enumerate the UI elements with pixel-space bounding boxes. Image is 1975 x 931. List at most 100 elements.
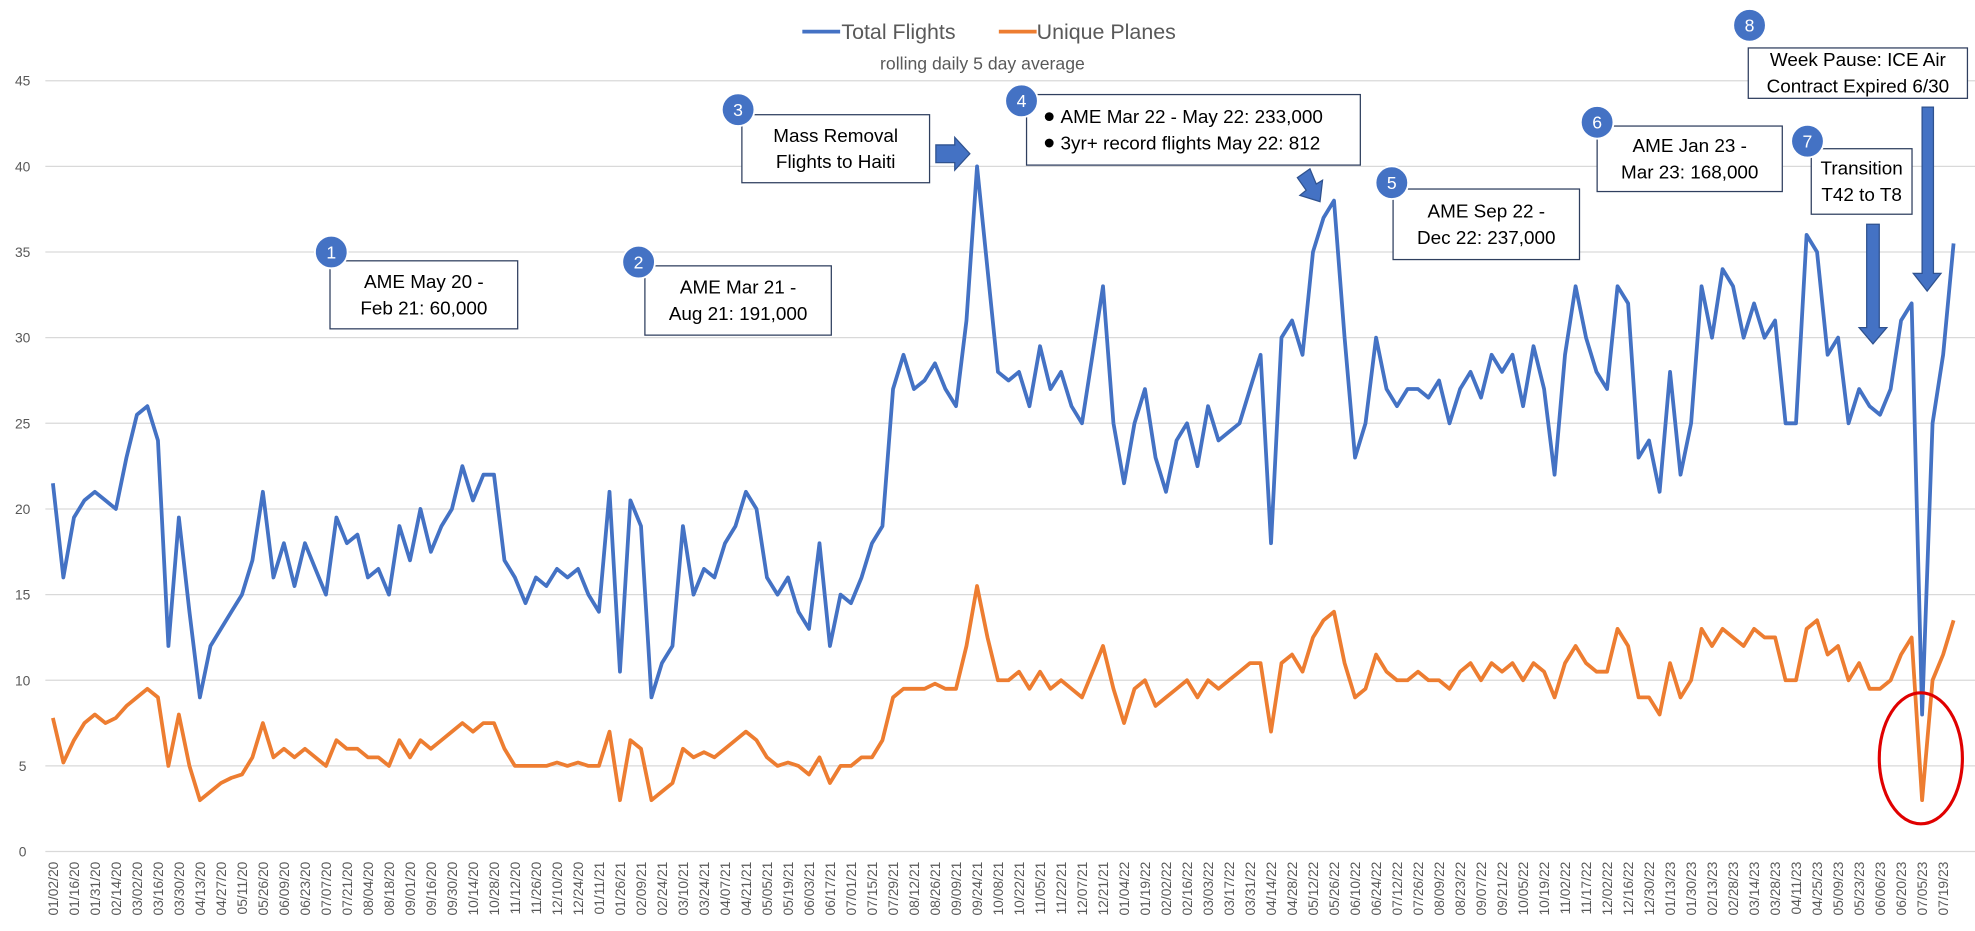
annotation-badge [720,92,756,127]
y-tick-label: 20 [15,501,31,517]
x-tick-label: 01/19/22 [1137,862,1153,916]
y-tick-label: 30 [15,330,31,346]
x-tick-label: 02/13/23 [1704,861,1720,915]
annotation-text: AME Mar 21 - [680,278,796,299]
annotation-box [1025,93,1361,166]
x-tick-label: 02/02/22 [1158,862,1174,916]
annotation-badge [1790,123,1825,159]
x-tick-label: 12/10/20 [549,861,565,915]
series-line [51,584,1956,803]
x-tick-label: 01/16/20 [66,861,82,915]
x-tick-label: 06/06/23 [1872,861,1888,915]
x-tick-label: 10/28/20 [486,861,502,915]
annotation-badge [313,234,349,270]
x-tick-label: 03/17/22 [1221,862,1237,916]
annotation-badge [1732,7,1767,43]
x-tick-label: 07/21/20 [339,861,355,915]
arrow [1296,167,1324,203]
x-tick-label: 12/24/20 [570,861,586,915]
x-tick-label: 05/09/23 [1830,861,1846,915]
x-tick-label: 09/09/21 [948,861,964,915]
annotation-text: Dec 22: 237,000 [1417,228,1556,249]
annotation-text: Mass Removal [773,126,898,147]
x-tick-label: 12/16/22 [1620,862,1636,916]
x-tick-label: 02/09/21 [633,861,649,915]
annotation-text: Flights to Haiti [776,152,896,173]
x-tick-label: 12/02/22 [1599,862,1615,916]
x-tick-label: 06/03/21 [801,861,817,915]
x-tick-label: 06/20/23 [1893,861,1909,915]
x-tick-label: 11/12/20 [507,861,523,914]
highlight-circle [1877,691,1964,826]
x-tick-label: 01/26/21 [612,861,628,915]
x-tick-label: 06/09/20 [276,861,292,915]
annotation-text: AME May 20 - [364,272,484,293]
annotation: AME Mar 22 - May 22: 233,000 3yr+ record … [1004,83,1361,166]
x-tick-label: 01/02/20 [45,861,61,915]
annotation-text: Contract Expired 6/30 [1767,77,1950,98]
x-tick-label: 11/02/22 [1557,862,1573,915]
annotation-box [741,114,931,184]
x-tick-label: 07/19/23 [1935,861,1951,915]
annotation-box [1392,188,1581,261]
x-tick-label: 11/26/20 [528,861,544,914]
y-tick-label: 45 [15,73,31,89]
x-tick-label: 11/05/21 [1032,861,1048,914]
annotation-text: AME Jan 23 - [1633,136,1747,157]
x-tick-label: 12/30/22 [1641,862,1657,916]
x-tick-label: 10/22/21 [1011,861,1027,915]
annotation-box [644,265,832,336]
x-tick-label: 03/14/23 [1746,861,1762,915]
bullet [1044,138,1054,148]
x-tick-label: 03/02/20 [129,861,145,915]
x-tick-label: 04/21/21 [738,861,754,915]
x-tick-label: 07/05/23 [1914,861,1930,915]
x-tick-label: 03/30/20 [171,861,187,915]
x-tick-label: 03/31/22 [1242,862,1258,916]
arrow [1911,106,1943,293]
x-tick-label: 09/16/20 [423,861,439,915]
annotation-number: 1 [326,242,336,262]
x-tick-label: 10/05/22 [1515,862,1531,916]
y-tick-label: 15 [15,587,31,603]
x-tick-label: 03/03/22 [1200,862,1216,916]
x-tick-label: 01/13/23 [1662,861,1678,915]
x-tick-label: 08/23/22 [1452,862,1468,916]
x-tick-label: 07/01/21 [843,861,859,915]
annotation-text: T42 to T8 [1821,185,1901,206]
x-tick-label: 02/14/20 [108,861,124,915]
chart-subtitle: rolling daily 5 day average [880,53,1085,73]
series-line [51,164,1956,717]
x-tick-label: 08/18/20 [381,861,397,915]
annotation-number: 6 [1592,113,1602,133]
annotation: AME Mar 21 - Aug 21: 191,000 2 [621,244,832,336]
x-tick-label: 04/28/22 [1284,862,1300,916]
y-tick-label: 0 [19,844,27,860]
x-tick-label: 10/14/20 [465,861,481,915]
annotation-text: Aug 21: 191,000 [669,304,808,325]
x-tick-label: 05/05/21 [759,861,775,915]
x-tick-label: 05/12/22 [1305,862,1321,916]
annotation-text: Feb 21: 60,000 [360,298,487,319]
annotation: AME Jan 23 - Mar 23: 168,000 6 [1579,104,1783,193]
x-tick-label: 01/11/21 [591,861,607,914]
x-tick-label: 08/26/21 [927,861,943,915]
x-tick-label: 10/19/22 [1536,862,1552,916]
annotation-number: 4 [1017,91,1027,111]
annotation-number: 5 [1387,173,1397,193]
y-tick-label: 10 [15,672,31,688]
x-tick-label: 03/28/23 [1767,861,1783,915]
annotation-number: 2 [634,252,644,272]
y-tick-label: 5 [19,758,27,774]
annotation-text: Transition [1821,159,1903,180]
x-tick-label: 04/11/23 [1788,861,1804,914]
x-tick-label: 04/25/23 [1809,861,1825,915]
x-tick-label: 12/07/21 [1074,861,1090,915]
x-tick-label: 08/04/20 [360,861,376,915]
arrows [935,106,1943,345]
x-tick-label: 01/04/22 [1116,862,1132,916]
y-tick-label: 25 [15,415,31,431]
annotation-box [1747,47,1969,99]
